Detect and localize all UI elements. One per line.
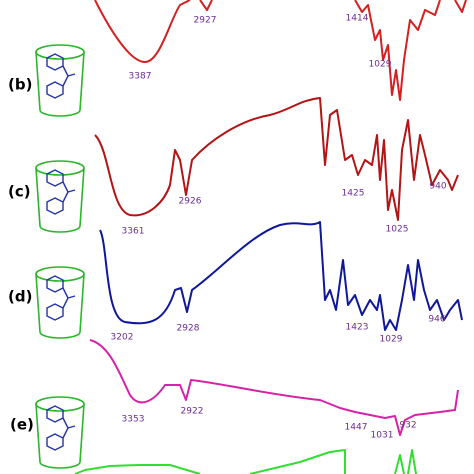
peak-label: 1029 xyxy=(369,60,392,70)
peak-label: 3353 xyxy=(122,415,145,425)
molecule-icon xyxy=(35,396,85,469)
peak-label: 2922 xyxy=(181,407,204,417)
panel-label: (c) xyxy=(8,183,31,201)
spectrum-line xyxy=(94,97,459,221)
peak-label: 3361 xyxy=(122,227,145,237)
panel-label: (e) xyxy=(10,416,34,434)
peak-label: 1029 xyxy=(380,335,403,345)
labels: (b) (c) (d) (e) 2927 3387 1414 1029 2926 3361 1425… xyxy=(8,14,447,441)
peak-label: 3202 xyxy=(111,333,134,343)
panel-label: (d) xyxy=(8,288,32,306)
peak-label: 2926 xyxy=(179,197,202,207)
peak-label: 946 xyxy=(428,315,445,325)
spectrum-line xyxy=(89,339,459,436)
molecule-icon xyxy=(35,266,85,339)
peak-label: 2927 xyxy=(194,16,217,26)
peak-label: 3387 xyxy=(129,72,152,82)
peak-label: 1031 xyxy=(371,431,394,441)
peak-label: 1025 xyxy=(386,225,409,235)
panel-label: (b) xyxy=(8,76,32,94)
molecule-icon xyxy=(35,44,85,117)
peak-label: 1414 xyxy=(346,14,369,24)
spectrum-line xyxy=(74,449,417,474)
peak-label: 940 xyxy=(429,182,446,192)
spectrum-line xyxy=(99,221,463,331)
molecule-icon xyxy=(35,160,85,233)
peak-label: 932 xyxy=(399,421,416,431)
spectrum-line xyxy=(94,0,467,101)
peak-label: 1425 xyxy=(342,189,365,199)
peak-label: 1423 xyxy=(346,323,369,333)
peak-label: 2928 xyxy=(177,324,200,334)
peak-label: 1447 xyxy=(345,423,368,433)
